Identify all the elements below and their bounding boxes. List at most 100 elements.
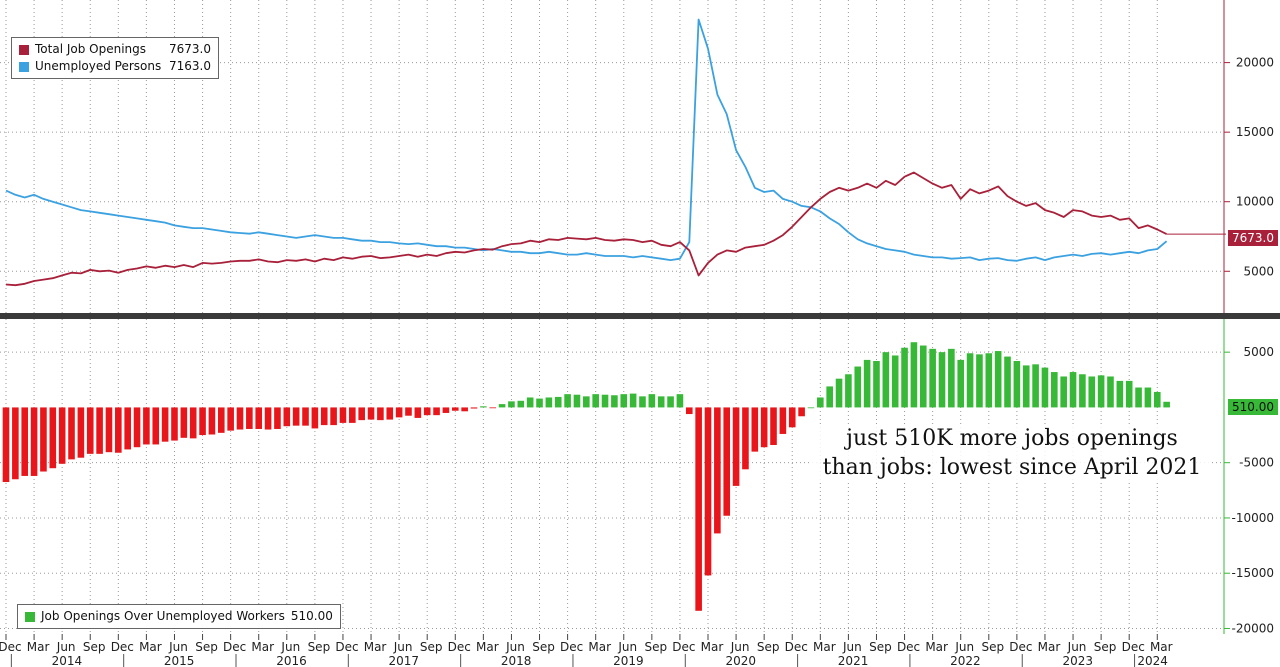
bar (938, 352, 946, 408)
xtick-month-label: Jun (393, 640, 413, 654)
xtick-month-label: Sep (981, 640, 1004, 654)
bar (311, 407, 319, 429)
bar (236, 407, 244, 430)
bar (994, 351, 1002, 408)
bar (760, 407, 768, 448)
bar (86, 407, 94, 454)
bar (377, 407, 384, 421)
line-unemployed-persons (5, 18, 1168, 262)
xtick-year-label: 2020 (725, 654, 756, 667)
bar (180, 407, 188, 438)
bar (620, 394, 628, 408)
bar (639, 396, 646, 408)
bar (648, 394, 656, 408)
xtick-year-label: 2023 (1062, 654, 1093, 667)
bar (854, 366, 862, 408)
bar (152, 407, 160, 445)
bar (386, 407, 394, 420)
bar (21, 407, 29, 476)
xtick-month-label: Mar (588, 640, 611, 654)
bar (217, 407, 225, 433)
bar (1116, 380, 1124, 408)
bar (817, 397, 824, 408)
bar (732, 407, 740, 486)
xtick-month-label: Mar (701, 640, 724, 654)
bar (470, 407, 478, 409)
line-total-job-openings (5, 171, 1167, 287)
bar (367, 407, 375, 420)
bar (751, 407, 759, 452)
xtick-month-label: Jun (168, 640, 188, 654)
bar (1013, 361, 1021, 408)
xtick-month-label: Dec (223, 640, 246, 654)
legend-value-unemployed: 7163.0 (169, 59, 211, 73)
legend-swatch-gap (25, 611, 35, 622)
xtick-month-label: Mar (925, 640, 948, 654)
xtick-year-label: 2017 (389, 654, 420, 667)
ytick-label-bottom: -15000 (1231, 566, 1274, 580)
xtick-month-label: Mar (251, 640, 274, 654)
bar (873, 361, 880, 408)
bar (480, 406, 487, 408)
legend-value-gap: 510.00 (290, 609, 333, 623)
bar (592, 394, 599, 408)
xtick-month-label: Jun (617, 640, 637, 654)
bar (105, 407, 113, 453)
bar (573, 394, 581, 408)
bar (1041, 367, 1049, 408)
bar (1088, 376, 1096, 408)
xtick-month-label: Sep (757, 640, 780, 654)
bar (405, 407, 412, 416)
badge-openings-text: 7673.0 (1232, 231, 1274, 245)
xtick-year-label: 2018 (501, 654, 532, 667)
legend-label-gap: Job Openings Over Unemployed Workers (41, 609, 285, 623)
bar (526, 397, 534, 408)
bar (49, 407, 57, 469)
bar (798, 407, 805, 417)
xtick-month-label: Mar (364, 640, 387, 654)
xtick-month-label: Jun (505, 640, 525, 654)
xtick-month-label: Dec (111, 640, 134, 654)
xtick-month-label: Jun (954, 640, 974, 654)
bar (124, 407, 131, 450)
bar (143, 407, 150, 445)
bar (292, 407, 300, 426)
bar (96, 407, 103, 454)
xtick-month-label: Sep (1094, 640, 1117, 654)
xtick-month-label: Mar (139, 640, 162, 654)
legend-label-unemployed: Unemployed Persons (35, 59, 162, 73)
bar (320, 407, 328, 426)
bar (433, 407, 440, 416)
xtick-month-label: Mar (476, 640, 499, 654)
xtick-year-label: 2024 (1137, 654, 1168, 667)
bar (957, 359, 965, 408)
bar (274, 407, 281, 429)
xtick-month-label: Dec (1009, 640, 1032, 654)
bar (461, 407, 468, 412)
panel-divider (0, 313, 1280, 319)
bar (929, 348, 936, 408)
badge-positive (1228, 399, 1278, 415)
bar (1125, 380, 1133, 408)
bar (657, 396, 665, 408)
legend-value-openings: 7673.0 (169, 42, 211, 56)
bar (1163, 401, 1170, 408)
ytick-label-top: 20000 (1236, 56, 1274, 70)
xtick-month-label: Dec (672, 640, 695, 654)
xtick-month-label: Mar (27, 640, 50, 654)
bar (1004, 356, 1011, 408)
bar (442, 407, 450, 413)
bar (985, 353, 993, 408)
bar (714, 407, 721, 534)
bar (554, 396, 562, 408)
xtick-month-label: Mar (813, 640, 836, 654)
ytick-label-bottom: -10000 (1231, 511, 1274, 525)
xtick-month-label: Dec (0, 640, 22, 654)
xtick-month-label: Sep (869, 640, 892, 654)
bar (1135, 387, 1142, 408)
xtick-year-label: 2016 (276, 654, 307, 667)
legend-swatch-openings (19, 44, 29, 55)
bar (1144, 387, 1152, 408)
bar (919, 345, 927, 408)
